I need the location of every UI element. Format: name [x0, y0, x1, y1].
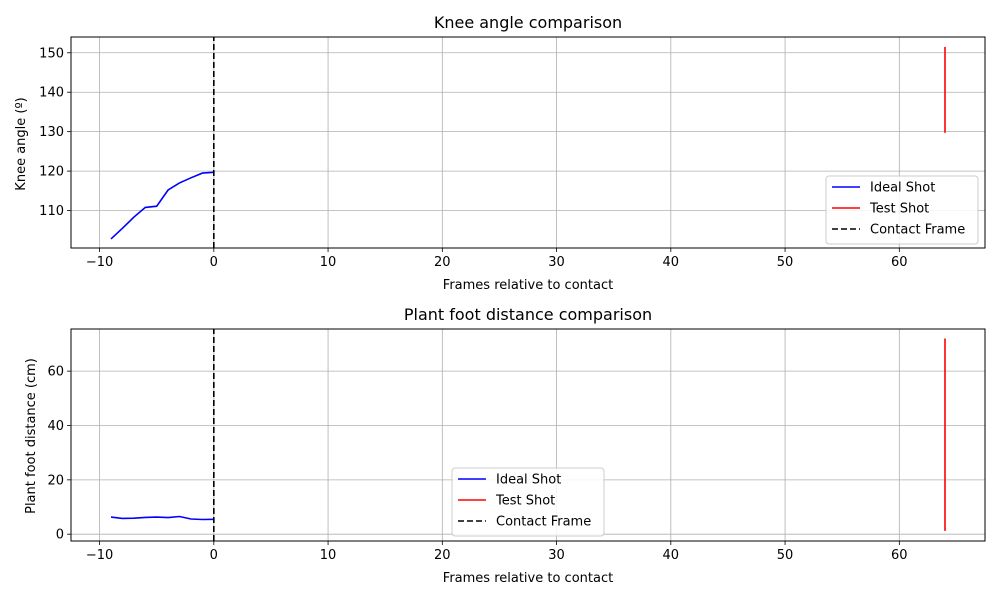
- y-tick-label: 150: [39, 46, 64, 61]
- legend: Ideal Shot Test Shot Contact Frame: [451, 467, 605, 537]
- series-line-ideal-shot: [110, 171, 214, 240]
- y-tick-label: 20: [47, 473, 64, 488]
- x-tick-label: 30: [548, 255, 565, 270]
- x-tick-label: 20: [434, 255, 451, 270]
- axes-frame: [70, 328, 986, 542]
- plant-foot-chart: Plant foot distance comparison −10 0 10 20 3…: [24, 305, 986, 586]
- legend-label: Contact Frame: [870, 223, 965, 238]
- legend-box: [825, 175, 979, 245]
- legend-label: Ideal Shot: [870, 181, 935, 196]
- y-tick-label: 130: [39, 125, 64, 140]
- y-tick-label: 60: [47, 365, 64, 380]
- x-tick-label: −10: [86, 255, 113, 270]
- y-axis-label: Knee angle (º): [14, 97, 29, 190]
- axes-frame: [70, 36, 986, 249]
- x-tick-label: 60: [891, 255, 908, 270]
- y-tick-label: 40: [47, 419, 64, 434]
- x-tick-label: 50: [777, 255, 794, 270]
- x-tick-label: 50: [777, 548, 794, 563]
- y-tick-label: 0: [56, 528, 64, 543]
- x-tick-label: 60: [891, 548, 908, 563]
- legend-box: [451, 467, 605, 537]
- x-tick-label: 0: [210, 548, 218, 563]
- y-tick-label: 110: [39, 204, 64, 219]
- x-tick-label: 10: [320, 255, 337, 270]
- legend-label: Contact Frame: [496, 515, 591, 530]
- legend-label: Test Shot: [869, 202, 929, 217]
- x-tick-label: 20: [434, 548, 451, 563]
- series-line-ideal-shot: [110, 515, 214, 521]
- chart-title: Knee angle comparison: [434, 13, 622, 32]
- x-tick-label: −10: [86, 548, 113, 563]
- x-tick-label: 0: [210, 255, 218, 270]
- knee-angle-chart: Knee angle comparison −10 0 10 20 30 40 50 60 11…: [14, 13, 986, 293]
- x-tick-label: 10: [320, 548, 337, 563]
- x-axis-label: Frames relative to contact: [443, 278, 613, 293]
- y-tick-label: 120: [39, 165, 64, 180]
- x-tick-label: 40: [663, 548, 680, 563]
- legend-label: Ideal Shot: [496, 473, 561, 488]
- legend-label: Test Shot: [495, 494, 555, 509]
- chart-title: Plant foot distance comparison: [404, 305, 652, 324]
- y-tick-label: 140: [39, 86, 64, 101]
- x-tick-label: 40: [663, 255, 680, 270]
- y-axis-label: Plant foot distance (cm): [24, 358, 39, 514]
- x-tick-label: 30: [548, 548, 565, 563]
- legend: Ideal Shot Test Shot Contact Frame: [825, 175, 979, 245]
- x-axis-label: Frames relative to contact: [443, 571, 613, 586]
